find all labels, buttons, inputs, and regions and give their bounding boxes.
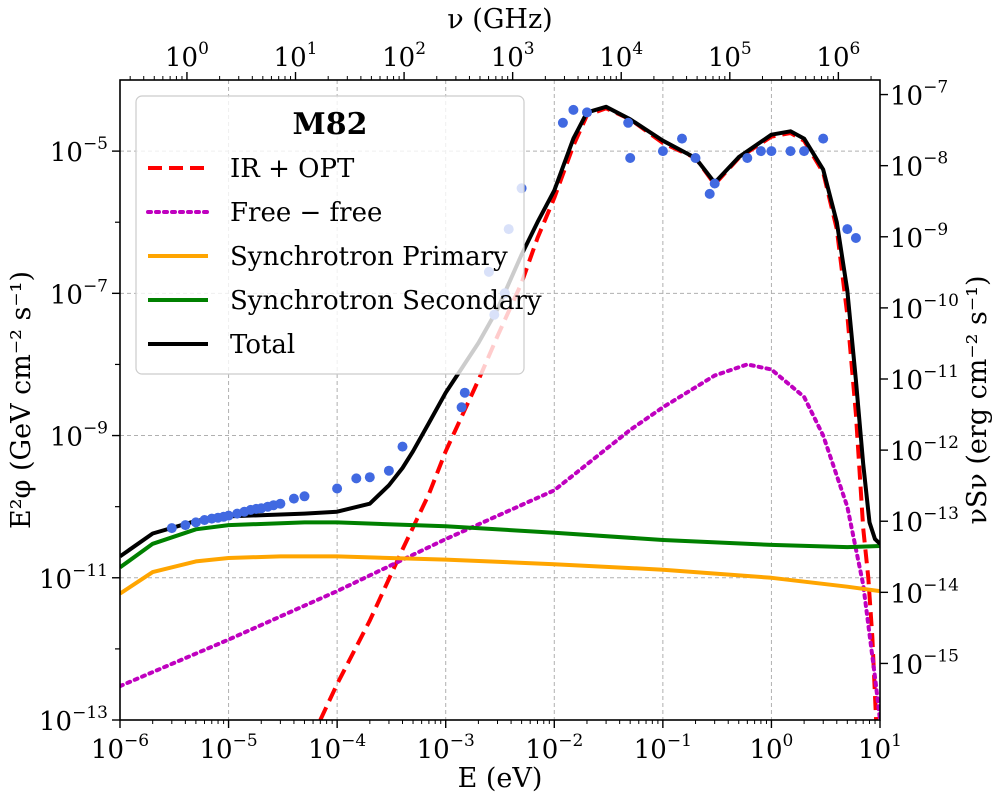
data-point — [180, 520, 191, 531]
right-tick-label: 10−11 — [890, 362, 959, 396]
right-tick-label: 10−15 — [890, 646, 959, 680]
data-point — [623, 117, 634, 128]
data-point — [397, 441, 408, 452]
data-point — [690, 153, 701, 163]
right-tick-label: 10−10 — [890, 291, 959, 325]
legend-label: IR + OPT — [230, 154, 355, 184]
data-point — [742, 153, 753, 163]
data-point — [223, 510, 234, 521]
data-point — [785, 146, 796, 157]
data-point — [755, 146, 766, 157]
x-tick-label: 10−4 — [308, 731, 366, 765]
x-tick-label: 10−1 — [634, 731, 692, 765]
data-point — [557, 117, 568, 128]
x-tick-label: 10−6 — [91, 731, 149, 765]
y-tick-label: 10−13 — [39, 703, 108, 737]
top-tick-label: 100 — [165, 39, 209, 73]
y-tick-label: 10−7 — [50, 276, 108, 310]
data-point — [351, 473, 362, 484]
right-tick-label: 10−12 — [890, 433, 959, 467]
x-tick-label: 101 — [858, 731, 902, 765]
data-point — [582, 107, 592, 118]
x-tick-label: 10−5 — [199, 731, 257, 765]
top-axis-label: ν (GHz) — [447, 4, 552, 35]
series-line-synchrotron-secondary — [120, 520, 880, 570]
data-point — [364, 472, 375, 483]
legend-label: Synchrotron Secondary — [230, 286, 542, 316]
right-axis-label: νSν (erg cm⁻² s⁻¹) — [962, 275, 993, 524]
x-axis-label: E (eV) — [458, 763, 543, 794]
axis-labels: E (eV) ν (GHz) E²φ (GeV cm⁻² s⁻¹) νSν (erg … — [6, 4, 993, 794]
data-point — [166, 523, 177, 534]
top-tick-label: 101 — [274, 39, 318, 73]
right-tick-label: 10−7 — [890, 78, 948, 112]
top-tick-label: 106 — [816, 39, 860, 73]
series-line-free-free — [120, 362, 880, 720]
data-point — [766, 146, 777, 157]
y-axis-label: E²φ (GeV cm⁻² s⁻¹) — [6, 271, 37, 529]
data-point — [190, 517, 201, 528]
x-tick-label: 10−3 — [417, 731, 475, 765]
legend-label: Free − free — [230, 198, 382, 228]
series-line-ir-opt — [318, 106, 879, 720]
right-tick-label: 10−9 — [890, 220, 948, 254]
data-point — [456, 402, 467, 413]
data-point — [799, 146, 810, 157]
right-tick-label: 10−13 — [890, 504, 959, 538]
data-point — [677, 133, 687, 144]
data-point — [275, 498, 286, 509]
y-tick-label: 10−5 — [50, 134, 108, 168]
ticks: 10−6 10−5 10−4 10−3 10−2 10−1 100 101 10−13 10−11… — [39, 39, 959, 765]
data-point — [709, 178, 720, 189]
y-tick-label: 10−9 — [50, 419, 108, 453]
top-tick-label: 102 — [382, 39, 426, 73]
data-point — [288, 493, 299, 504]
data-point — [704, 188, 715, 199]
data-point — [818, 133, 829, 144]
legend-title: M82 — [293, 107, 368, 142]
series-layer — [120, 104, 880, 720]
series-line-synchrotron-primary — [120, 554, 880, 596]
data-point — [459, 387, 470, 398]
legend: M82 IR + OPT Free − free Synchrotron Primar… — [135, 95, 542, 375]
x-tick-label: 10−2 — [525, 731, 583, 765]
series-line-total — [120, 104, 880, 559]
legend-label: Total — [230, 330, 295, 360]
data-point — [568, 104, 579, 115]
data-point — [332, 483, 343, 494]
data-point — [842, 224, 853, 235]
right-tick-label: 10−14 — [890, 575, 959, 609]
x-tick-label: 100 — [749, 731, 793, 765]
top-tick-label: 103 — [491, 39, 535, 73]
data-point — [657, 146, 668, 157]
data-point — [299, 491, 310, 502]
legend-box — [135, 95, 525, 375]
data-point — [625, 153, 636, 163]
top-tick-label: 104 — [599, 39, 643, 73]
data-point — [383, 465, 394, 476]
y-tick-label: 10−11 — [39, 561, 108, 595]
right-tick-label: 10−8 — [890, 149, 948, 183]
data-point — [850, 233, 861, 243]
plot-frame — [119, 79, 881, 721]
legend-label: Synchrotron Primary — [230, 242, 508, 272]
top-tick-label: 105 — [708, 39, 752, 73]
